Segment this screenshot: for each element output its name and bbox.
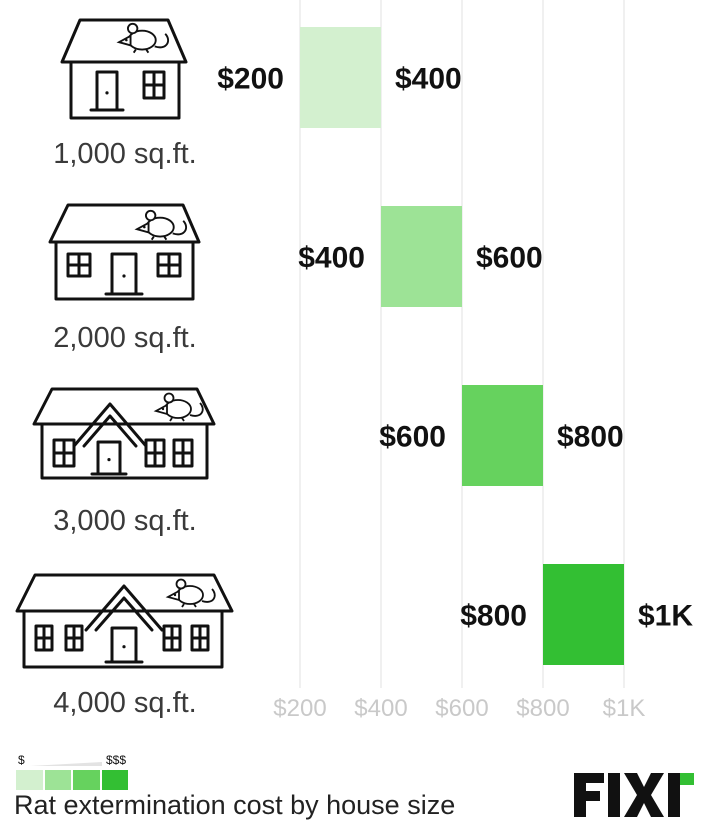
house-size-label: 2,000 sq.ft. (53, 322, 197, 354)
house-size-label: 1,000 sq.ft. (53, 138, 197, 170)
house-small-icon (60, 18, 188, 120)
legend-low-label: $ (18, 753, 25, 767)
range-low-label: $400 (298, 242, 365, 275)
legend-swatch (16, 770, 43, 790)
cost-legend: $ $$$ (16, 753, 128, 790)
house-gable-icon (32, 387, 216, 480)
x-axis-ticks: $200 $400 $600 $800 $1K (273, 695, 645, 722)
house-size-label: 3,000 sq.ft. (53, 505, 197, 537)
legend-swatch (44, 770, 71, 790)
rat-icon (116, 22, 169, 54)
fixr-logo (572, 771, 696, 819)
x-tick-label: $800 (516, 695, 569, 722)
rat-icon (153, 392, 204, 422)
range-low-label: $600 (379, 421, 446, 454)
range-labels: $200 $400 $400 $600 $600 $800 $800 $1K (217, 63, 693, 633)
range-bars (300, 27, 624, 665)
rat-icon (165, 578, 216, 608)
range-bar (543, 564, 624, 665)
fixr-logo-mark (574, 773, 694, 817)
range-high-label: $600 (476, 242, 543, 275)
house-size-label: 4,000 sq.ft. (53, 687, 197, 719)
range-bar (300, 27, 381, 128)
legend-swatch (101, 770, 128, 790)
range-high-label: $1K (638, 600, 693, 633)
range-low-label: $200 (217, 63, 284, 96)
range-bar (381, 206, 462, 307)
house-large-icon (15, 573, 234, 669)
x-tick-label: $400 (354, 695, 407, 722)
range-bar (462, 385, 543, 486)
legend-swatches (16, 770, 128, 790)
range-high-label: $800 (557, 421, 624, 454)
x-tick-label: $200 (273, 695, 326, 722)
legend-wedge (30, 762, 102, 766)
house-icons (15, 18, 234, 669)
legend-high-label: $$$ (105, 753, 126, 767)
legend-scale: $ $$$ (16, 753, 128, 769)
legend-swatch (73, 770, 100, 790)
rat-icon (134, 209, 187, 241)
x-tick-label: $600 (435, 695, 488, 722)
cost-chart: $200 $400 $400 $600 $600 $800 $800 $1K $200 $400… (15, 0, 693, 722)
x-tick-label: $1K (603, 695, 646, 722)
category-labels: 1,000 sq.ft. 2,000 sq.ft. 3,000 sq.ft. 4,00… (53, 138, 197, 719)
range-low-label: $800 (460, 600, 527, 633)
chart-caption: Rat extermination cost by house size (14, 790, 456, 820)
house-medium-icon (48, 203, 201, 301)
range-high-label: $400 (395, 63, 462, 96)
